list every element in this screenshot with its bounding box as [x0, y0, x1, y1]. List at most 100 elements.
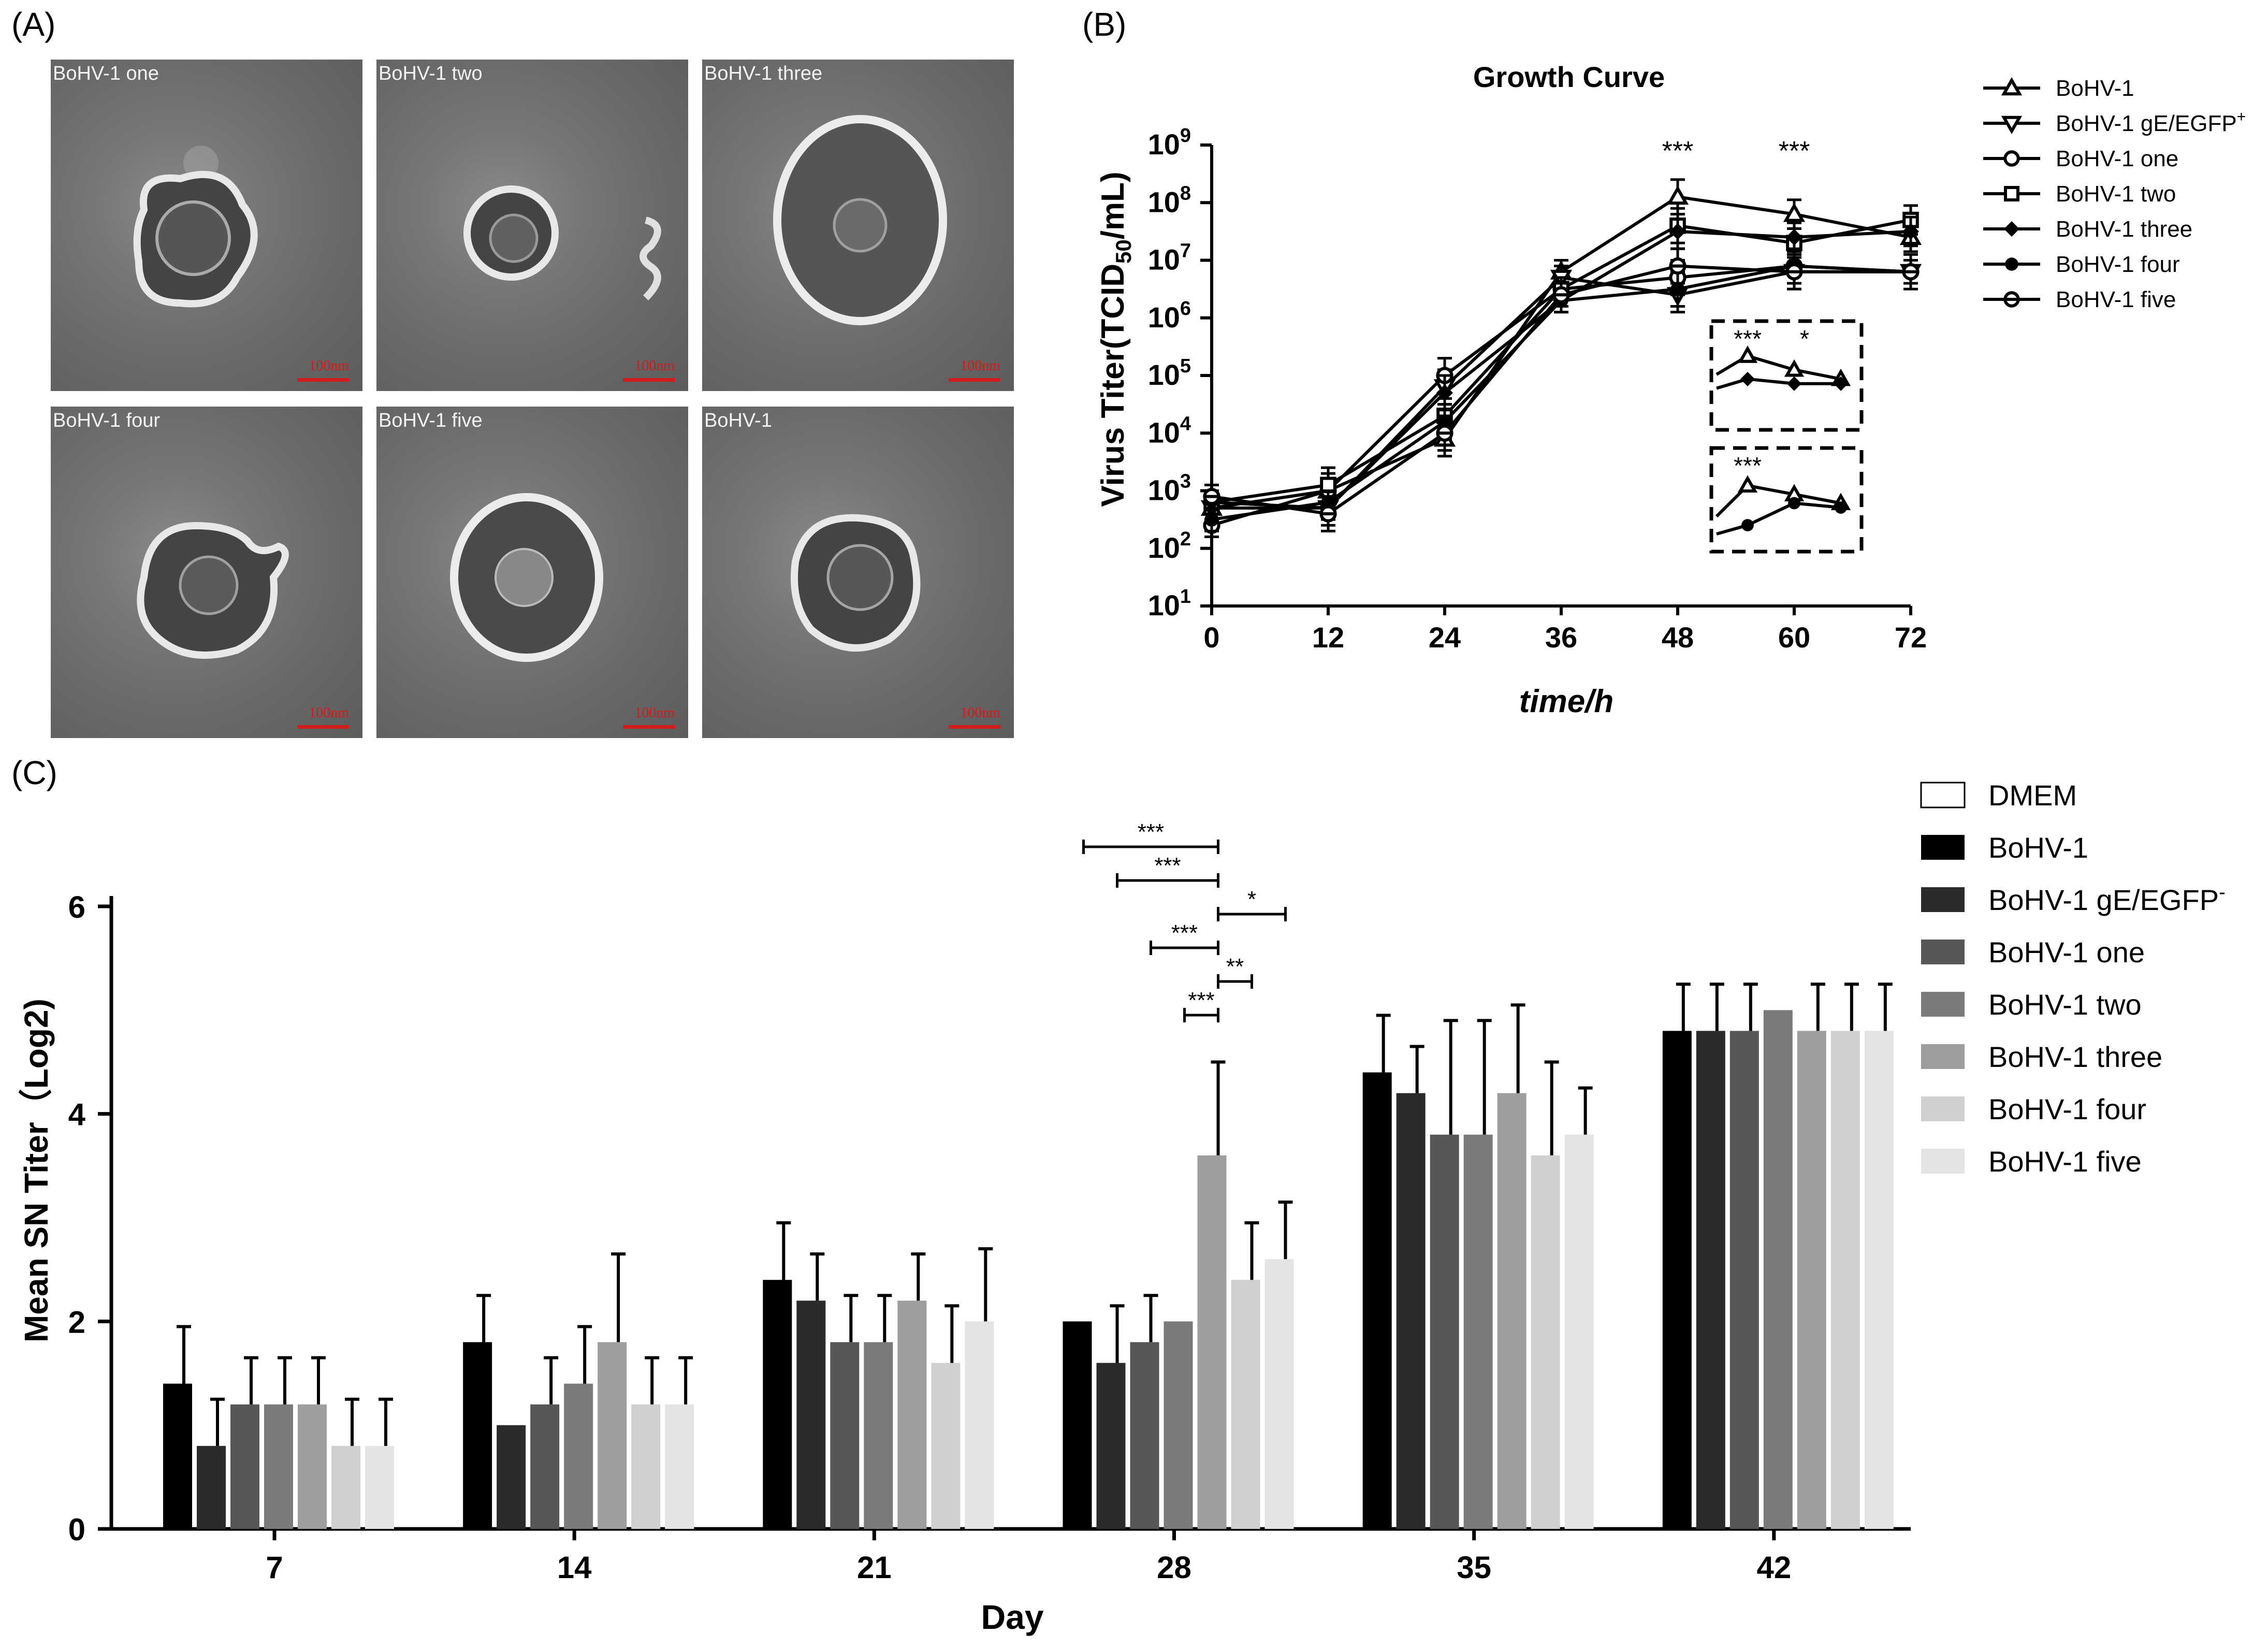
significance-label: **	[1226, 954, 1244, 979]
bar	[763, 1280, 792, 1529]
x-tick-label: 60	[1778, 621, 1810, 654]
panel-c-label: (C)	[11, 754, 57, 791]
x-tick-label: 35	[1457, 1550, 1491, 1585]
series-bohv-1-two	[1203, 204, 1919, 515]
micrograph-bohv1-four: BoHV-1 four 100nm	[51, 407, 362, 738]
legend-item: BoHV-1 two	[1983, 181, 2176, 207]
legend-item: BoHV-1 one	[1983, 146, 2178, 171]
significance-label: ***	[1138, 819, 1164, 845]
y-axis-label: Mean SN Titer（Log2)	[18, 999, 55, 1342]
scale-bar	[949, 378, 1000, 382]
x-tick-label: 0	[1203, 621, 1219, 654]
bar	[1197, 1155, 1227, 1529]
legend-item: BoHV-1 five	[1983, 287, 2176, 312]
marker-circle-filled	[1670, 282, 1685, 296]
legend-swatch	[1921, 1149, 1965, 1174]
y-tick-label: 2	[68, 1305, 85, 1339]
series-bohv-1-five	[1203, 247, 1920, 532]
error-bar	[844, 1294, 859, 1342]
legend-swatch	[1921, 1096, 1965, 1121]
scale-bar	[297, 378, 349, 382]
chart-title: Growth Curve	[1473, 61, 1665, 93]
significance-label: ***	[1662, 136, 1694, 166]
x-tick-label: 36	[1545, 621, 1577, 654]
bar	[1564, 1134, 1594, 1529]
bar	[864, 1342, 893, 1529]
legend-label: DMEM	[1988, 779, 2077, 812]
x-tick-label: 48	[1662, 621, 1694, 654]
lower-inset: ***	[1709, 446, 1864, 554]
scale-bar	[297, 725, 349, 729]
legend-label: BoHV-1 one	[1988, 936, 2145, 969]
inset-line	[1715, 354, 1841, 381]
bar	[1396, 1093, 1426, 1529]
error-bar	[311, 1356, 326, 1405]
error-bar	[1143, 1294, 1158, 1342]
error-bar	[810, 1252, 825, 1301]
error-bar	[577, 1325, 592, 1384]
plot-area: 0 12 24 36 48 60 72 101 102 103 104 105 106 107 108 109…	[1148, 125, 1927, 654]
bar	[1063, 1321, 1092, 1529]
series-bohv-1-five	[365, 983, 1894, 1529]
error-bar	[1578, 1086, 1593, 1135]
y-tick-label: 107	[1148, 240, 1191, 276]
bar	[331, 1446, 360, 1529]
marker-circle-half	[1552, 286, 1570, 304]
micrograph-bohv1-five: BoHV-1 five 100nm	[376, 407, 688, 738]
scale-label: 100nm	[960, 705, 1000, 721]
scale-bar	[949, 725, 1000, 729]
bar	[1797, 1031, 1826, 1529]
bar	[230, 1404, 259, 1529]
marker-triangle-up-open	[1737, 345, 1758, 363]
legend-item: BoHV-1 five	[1921, 1145, 2142, 1178]
micrograph-bohv1-one: BoHV-1 one 100nm	[51, 60, 362, 391]
virion-particle-icon	[773, 115, 947, 325]
inset-line	[1715, 484, 1841, 518]
y-tick-label: 0	[68, 1512, 85, 1547]
error-bar	[1110, 1304, 1125, 1363]
error-bar	[1409, 1045, 1424, 1093]
error-bar	[1244, 1221, 1259, 1280]
legend-label: BoHV-1 one	[2056, 146, 2178, 171]
y-tick-label: 101	[1148, 586, 1191, 622]
error-bar	[1211, 1060, 1226, 1155]
series-bohv-1	[1200, 178, 1922, 521]
legend: BoHV-1 BoHV-1 gE/EGFP+ BoHV-1 one BoHV-1 tw…	[1983, 76, 2246, 312]
growth-curve-chart: Growth Curve 0 12 24 36 48 60 72 101 102 103 104 10…	[1095, 61, 2246, 719]
error-bar	[877, 1294, 892, 1342]
bar	[1696, 1031, 1725, 1529]
series-bohv-1-ge-egfp	[197, 983, 1725, 1529]
x-tick-label: 42	[1756, 1550, 1791, 1585]
bar	[365, 1446, 394, 1529]
inset-significance-label: ***	[1734, 452, 1762, 479]
inset-frame	[1709, 319, 1864, 432]
y-tick-label: 109	[1148, 125, 1191, 161]
bar	[1662, 1031, 1692, 1529]
scale-label: 100nm	[634, 358, 675, 374]
marker-triangle-up-open	[1666, 185, 1689, 205]
significance-label: ***	[1154, 853, 1181, 878]
bar	[1362, 1072, 1392, 1529]
marker-triangle-up-open	[1784, 359, 1805, 377]
error-bar	[911, 1252, 926, 1301]
bar	[897, 1301, 927, 1529]
bar	[631, 1404, 661, 1529]
micrograph-title: BoHV-1 two	[379, 63, 483, 84]
bar	[931, 1363, 961, 1529]
x-tick-label: 12	[1312, 621, 1344, 654]
micrograph-title: BoHV-1 four	[53, 410, 160, 431]
scale-label: 100nm	[309, 705, 349, 721]
y-tick-label: 102	[1148, 528, 1191, 564]
legend-item: BoHV-1 gE/EGFP+	[1983, 108, 2246, 136]
legend-label: BoHV-1 two	[1988, 988, 2142, 1021]
micrograph-title: BoHV-1	[704, 410, 772, 431]
legend-item: BoHV-1	[1983, 76, 2134, 101]
inset-line	[1716, 377, 1841, 390]
legend-label: BoHV-1 two	[2056, 181, 2176, 207]
marker-circle-half	[1785, 263, 1803, 281]
error-bar	[544, 1356, 559, 1405]
legend-item: DMEM	[1920, 779, 2077, 812]
marker-diamond-filled	[1740, 371, 1755, 386]
micrograph-title: BoHV-1 five	[379, 410, 483, 431]
inset-line	[1716, 501, 1841, 536]
